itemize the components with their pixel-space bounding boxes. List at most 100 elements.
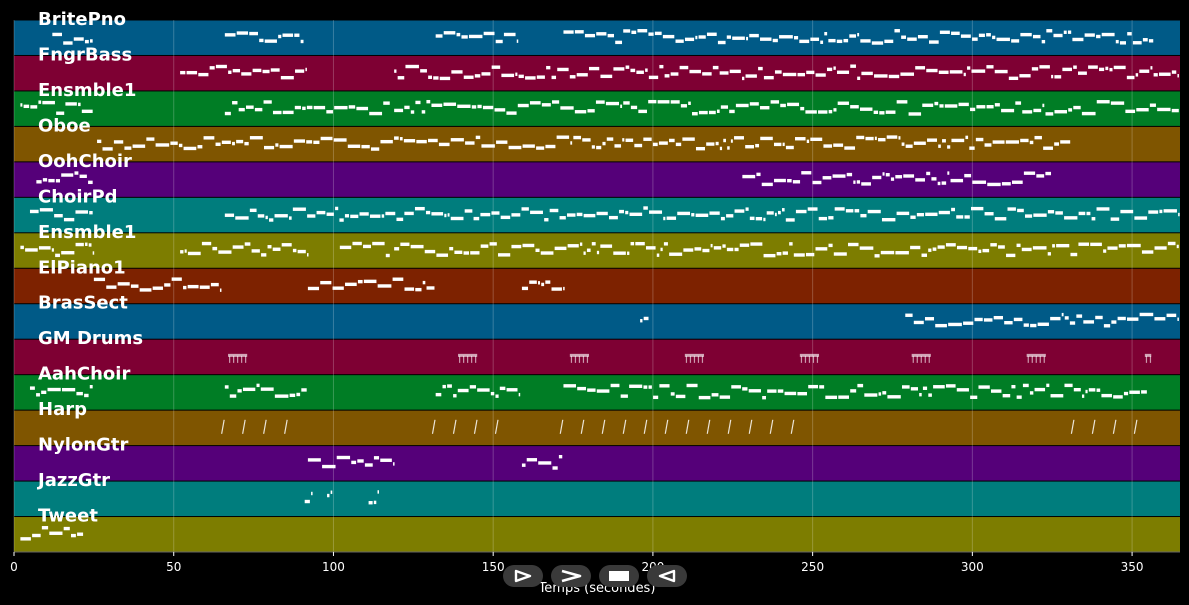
- note-mark: [1056, 243, 1070, 248]
- note-mark: [289, 393, 296, 398]
- note-mark: [431, 419, 436, 434]
- note-mark: [986, 65, 994, 69]
- note-mark: [106, 285, 117, 289]
- note-mark: [20, 103, 23, 107]
- note-mark: [426, 99, 431, 104]
- note-mark: [701, 355, 704, 363]
- track-lane: [14, 162, 1180, 197]
- note-mark: [1081, 111, 1096, 116]
- note-mark: [792, 180, 801, 184]
- note-mark: [569, 75, 576, 79]
- note-mark: [400, 242, 410, 246]
- note-mark: [1135, 73, 1139, 77]
- note-mark: [350, 214, 359, 219]
- note-mark: [732, 36, 745, 40]
- note-mark: [180, 70, 186, 75]
- note-mark: [586, 355, 589, 363]
- note-mark: [675, 39, 684, 43]
- note-mark: [600, 244, 613, 248]
- note-mark: [971, 69, 986, 73]
- note-mark: [560, 106, 574, 110]
- note-mark: [928, 393, 932, 397]
- note-mark: [1163, 209, 1177, 213]
- note-mark: [221, 140, 231, 144]
- note-mark: [233, 355, 235, 363]
- note-mark: [990, 389, 1002, 393]
- note-mark: [482, 105, 494, 110]
- note-mark: [908, 112, 922, 116]
- note-mark: [257, 214, 265, 218]
- x-tick-label: 350: [1121, 560, 1144, 574]
- note-mark: [720, 105, 729, 109]
- rewind-button[interactable]: [647, 565, 687, 587]
- note-mark: [270, 68, 280, 72]
- note-mark: [289, 216, 292, 220]
- note-mark: [818, 216, 828, 221]
- note-mark: [734, 209, 745, 213]
- note-mark: [941, 181, 947, 185]
- note-mark: [1007, 207, 1016, 211]
- note-mark: [1070, 252, 1078, 257]
- note-mark: [1148, 39, 1154, 43]
- note-mark: [558, 454, 563, 459]
- note-mark: [1158, 72, 1171, 76]
- note-mark: [601, 419, 606, 434]
- note-mark: [152, 286, 163, 290]
- note-mark: [670, 100, 680, 104]
- note-mark: [1064, 216, 1078, 220]
- note-mark: [471, 105, 477, 109]
- note-mark: [785, 218, 795, 222]
- note-mark: [1032, 246, 1047, 250]
- note-mark: [570, 355, 573, 363]
- note-mark: [23, 104, 30, 109]
- note-mark: [1154, 246, 1167, 250]
- note-mark: [363, 244, 372, 249]
- note-mark: [963, 321, 974, 325]
- note-mark: [996, 37, 1010, 42]
- note-mark: [911, 353, 931, 357]
- note-mark: [394, 108, 404, 113]
- note-mark: [357, 279, 363, 284]
- note-mark: [884, 39, 894, 44]
- note-mark: [874, 136, 877, 141]
- note-mark: [1060, 140, 1071, 144]
- note-mark: [1150, 66, 1153, 70]
- note-mark: [890, 177, 895, 181]
- note-mark: [559, 419, 564, 434]
- note-mark: [630, 241, 635, 246]
- note-mark: [779, 35, 793, 39]
- note-mark: [1113, 395, 1123, 399]
- note-mark: [589, 66, 600, 71]
- note-mark: [938, 210, 950, 215]
- note-mark: [385, 253, 390, 258]
- note-mark: [1125, 109, 1136, 114]
- note-mark: [1149, 355, 1152, 363]
- forward-button[interactable]: [551, 565, 591, 587]
- note-mark: [1084, 33, 1095, 37]
- note-mark: [1126, 243, 1141, 248]
- note-mark: [865, 136, 874, 141]
- note-mark: [574, 30, 584, 34]
- note-mark: [1073, 105, 1081, 110]
- note-mark: [596, 389, 610, 393]
- note-mark: [272, 247, 281, 251]
- note-mark: [1142, 38, 1148, 42]
- track-lane: [14, 126, 1180, 162]
- note-mark: [245, 105, 254, 109]
- note-mark: [947, 171, 950, 175]
- note-mark: [241, 72, 252, 76]
- note-mark: [1096, 34, 1101, 39]
- note-mark: [199, 285, 210, 289]
- stop-button[interactable]: [599, 565, 639, 587]
- note-mark: [51, 248, 54, 252]
- note-mark: [698, 35, 706, 39]
- note-mark: [932, 247, 937, 251]
- note-mark: [766, 211, 774, 215]
- note-mark: [42, 178, 48, 182]
- play-button[interactable]: [503, 565, 543, 587]
- note-mark: [964, 173, 972, 178]
- note-mark: [605, 101, 619, 106]
- note-mark: [97, 139, 102, 144]
- note-mark: [882, 391, 887, 395]
- note-mark: [698, 110, 708, 115]
